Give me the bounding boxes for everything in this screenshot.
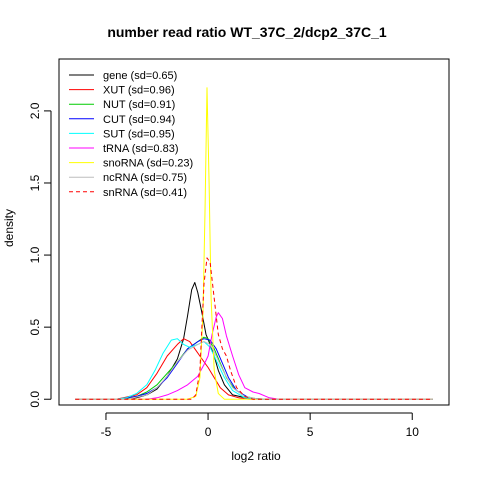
legend-entry: CUT (sd=0.94)	[103, 114, 175, 126]
series-line	[75, 338, 433, 400]
series-line	[75, 312, 433, 400]
series-line	[75, 257, 433, 400]
legend-entry: snRNA (sd=0.41)	[103, 187, 187, 199]
y-tick-label: 1.0	[28, 246, 42, 263]
plot-area: -5 0 5 10 0.0 0.5 1.0 1.5 2.0	[28, 58, 450, 439]
x-tick-label: 0	[205, 425, 212, 439]
chart-title: number read ratio WT_37C_2/dcp2_37C_1	[107, 24, 387, 40]
legend-entry: ncRNA (sd=0.75)	[103, 172, 187, 184]
legend-entry: tRNA (sd=0.83)	[103, 143, 179, 155]
series-line	[75, 282, 433, 400]
series-line	[75, 338, 433, 400]
x-axis-label: log2 ratio	[231, 449, 281, 463]
y-tick-label: 2.0	[28, 102, 42, 119]
legend-entry: gene (sd=0.65)	[103, 70, 177, 82]
legend-entry: snoRNA (sd=0.23)	[103, 158, 193, 170]
y-tick-label: 1.5	[28, 174, 42, 191]
x-tick-label: 10	[406, 425, 420, 439]
series-line	[75, 336, 433, 400]
x-tick-label: -5	[101, 425, 112, 439]
y-tick-label: 0.0	[28, 391, 42, 408]
legend-entry: XUT (sd=0.96)	[103, 85, 175, 97]
series-line	[75, 87, 433, 400]
legend: gene (sd=0.65) XUT (sd=0.96) NUT (sd=0.91)…	[69, 70, 193, 199]
legend-entry: SUT (sd=0.95)	[103, 128, 175, 140]
legend-entry: NUT (sd=0.91)	[103, 99, 175, 111]
y-tick-label: 0.5	[28, 318, 42, 335]
series-line	[75, 341, 433, 400]
plot-frame	[58, 58, 450, 406]
series-line	[75, 338, 433, 400]
y-axis-label: density	[2, 209, 16, 247]
x-tick-label: 5	[307, 425, 314, 439]
